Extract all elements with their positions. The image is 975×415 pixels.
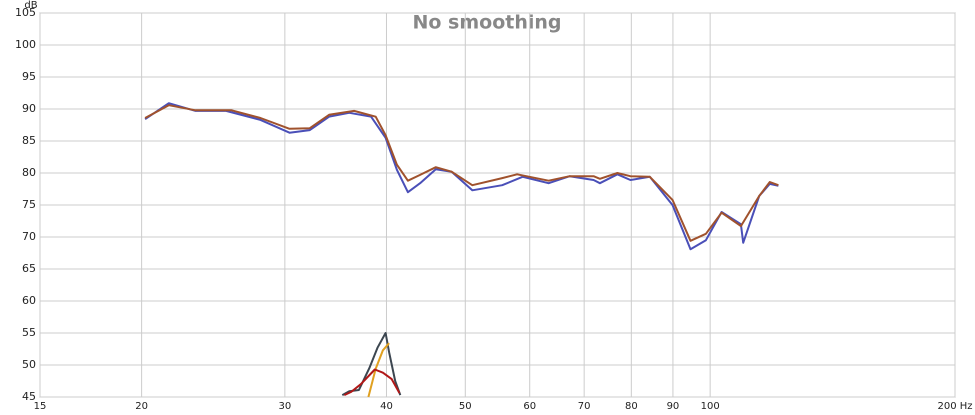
- x-tick-label: 60: [523, 401, 536, 412]
- y-tick-label: 90: [22, 102, 36, 115]
- series-line: [343, 368, 401, 397]
- x-tick-label: 80: [625, 401, 638, 412]
- series-line: [367, 342, 390, 398]
- x-tick-label: 40: [380, 401, 393, 412]
- x-tick-label: 30: [278, 401, 291, 412]
- y-tick-label: 75: [22, 198, 36, 211]
- y-tick-label: 100: [15, 38, 36, 51]
- y-tick-label: 60: [22, 294, 36, 307]
- y-tick-label: 45: [22, 390, 36, 403]
- y-tick-label: 85: [22, 134, 36, 147]
- y-tick-label: 50: [22, 358, 36, 371]
- x-tick-label: 200 Hz: [937, 401, 972, 412]
- y-tick-label: 95: [22, 70, 36, 83]
- y-tick-label: 105: [15, 6, 36, 19]
- x-tick-label: 15: [34, 401, 47, 412]
- x-tick-label: 20: [135, 401, 148, 412]
- series-line: [144, 102, 779, 251]
- y-tick-label: 70: [22, 230, 36, 243]
- y-tick-label: 55: [22, 326, 36, 339]
- x-tick-label: 50: [459, 401, 472, 412]
- y-tick-label: 65: [22, 262, 36, 275]
- x-tick-label: 70: [578, 401, 591, 412]
- chart-title: No smoothing: [412, 12, 561, 34]
- x-tick-label: 100: [701, 401, 720, 412]
- series-line: [144, 104, 779, 242]
- y-axis-label: dB: [24, 0, 37, 11]
- x-tick-label: 90: [667, 401, 680, 412]
- y-tick-label: 80: [22, 166, 36, 179]
